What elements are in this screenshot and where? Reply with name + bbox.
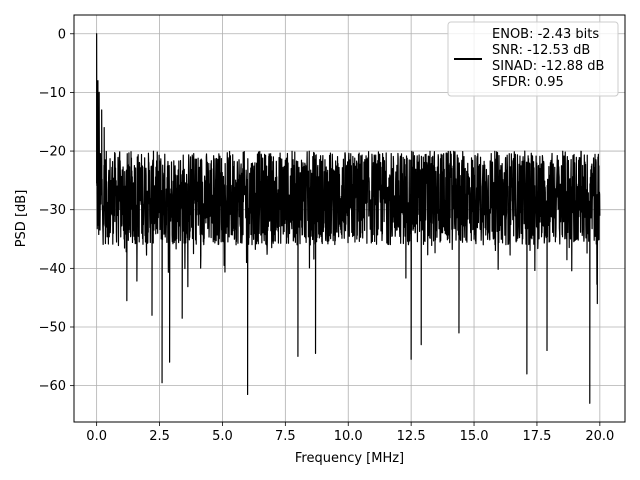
x-tick-label: 20.0 xyxy=(585,429,614,444)
legend-text: SFDR: 0.95 xyxy=(492,75,564,90)
x-tick-label: 15.0 xyxy=(460,429,489,444)
legend-text: SINAD: -12.88 dB xyxy=(492,59,604,74)
psd-trace-group xyxy=(96,33,601,404)
x-tick-label: 5.0 xyxy=(212,429,233,444)
legend-text: ENOB: -2.43 bits xyxy=(492,27,599,42)
x-tick-label: 17.5 xyxy=(522,429,551,444)
x-tick-label: 7.5 xyxy=(275,429,296,444)
y-axis-label: PSD [dB] xyxy=(14,190,29,248)
y-tick-label: −50 xyxy=(39,320,66,335)
x-tick-label: 12.5 xyxy=(397,429,426,444)
legend-box xyxy=(447,21,619,97)
x-tick-label: 2.5 xyxy=(149,429,170,444)
y-tick-label: −60 xyxy=(39,379,66,394)
y-tick-label: −10 xyxy=(39,86,66,101)
axis-ticks: 0.0 2.5 5.0 7.5 10.0 12.5 15.0 17.5 20.0 0 −10 −20 −… xyxy=(39,27,615,444)
y-tick-label: −20 xyxy=(39,145,66,160)
y-tick-label: −40 xyxy=(39,262,66,277)
x-tick-label: 0.0 xyxy=(86,429,107,444)
plot-frame xyxy=(73,14,626,423)
y-tick-label: 0 xyxy=(58,27,66,42)
y-tick-label: −30 xyxy=(39,203,66,218)
x-tick-label: 10.0 xyxy=(334,429,363,444)
psd-line xyxy=(96,33,601,404)
legend-text: SNR: -12.53 dB xyxy=(492,43,590,58)
x-axis-label: Frequency [MHz] xyxy=(295,451,404,466)
